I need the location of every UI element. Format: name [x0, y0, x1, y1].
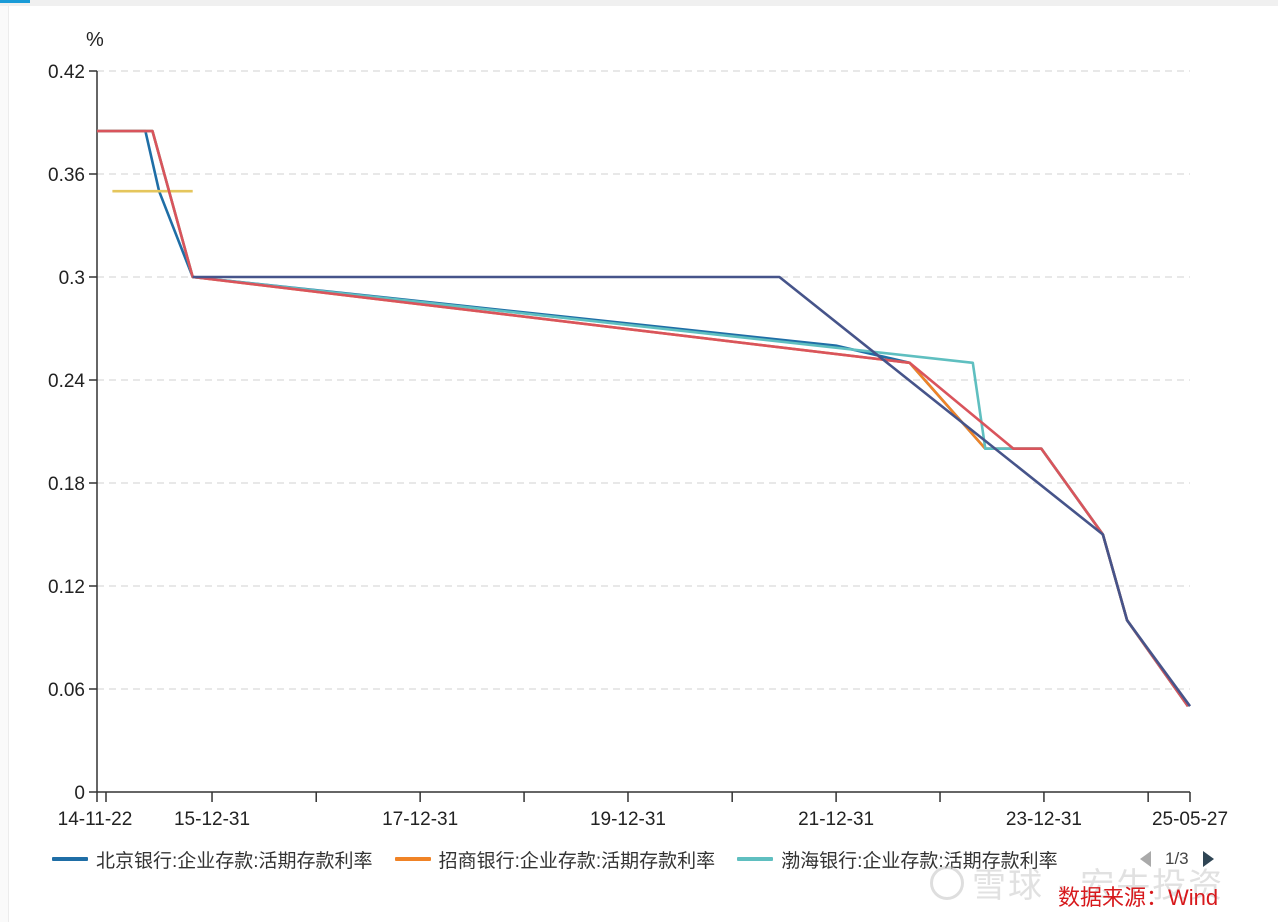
series-line-2 [97, 129, 1190, 707]
grid-lines [97, 70, 1190, 690]
y-tick-label: 0.06 [48, 680, 85, 701]
top-bar [0, 0, 1278, 6]
legend-label-2: 渤海银行:企业存款:活期存款利率 [781, 850, 1058, 872]
legend-swatch-2 [737, 857, 774, 861]
x-tick-label: 17-12-31 [382, 809, 458, 830]
data-source: 数据来源：Wind [1058, 885, 1219, 910]
axes [89, 70, 1191, 802]
x-tick-label: 25-05-27 [1152, 809, 1228, 830]
x-tick-label: 23-12-31 [1006, 809, 1082, 830]
pager-next-icon[interactable] [1202, 851, 1214, 867]
y-tick-label: 0.36 [48, 165, 85, 186]
legend-item-1[interactable]: 招商银行:企业存款:活期存款利率 [394, 846, 716, 873]
legend-swatch-1 [394, 857, 431, 861]
watermark-text: 雪球 · 宏牛投资 [972, 867, 1225, 905]
x-tick-label: 19-12-31 [590, 809, 666, 830]
x-tick-label: 21-12-31 [798, 809, 874, 830]
legend-label-1: 招商银行:企业存款:活期存款利率 [438, 850, 716, 872]
legend-swatch-0 [52, 857, 88, 861]
legend-item-0[interactable]: 北京银行:企业存款:活期存款利率 [52, 846, 373, 873]
tick-labels: 0 0.06 0.12 0.18 0.24 0.3 0.36 0.42% 14-11-22 15-… [48, 29, 1228, 830]
top-accent [0, 0, 30, 3]
series-line-0 [97, 129, 1190, 707]
legend-label-0: 北京银行:企业存款:活期存款利率 [96, 850, 373, 872]
snowball-logo-icon [930, 865, 964, 900]
x-tick-label: 14-11-22 [58, 809, 133, 830]
pager-prev-icon[interactable] [1140, 851, 1151, 867]
series-line-5 [192, 275, 1192, 707]
series-line-4 [97, 129, 1190, 707]
watermark: 雪球 · 宏牛投资 [930, 858, 1224, 907]
series-line-1 [97, 129, 1190, 707]
legend-item-2[interactable]: 渤海银行:企业存款:活期存款利率 [737, 846, 1077, 873]
legend: 北京银行:企业存款:活期存款利率 招商银行:企业存款:活期存款利率 渤海银行:企… [52, 846, 1077, 872]
y-tick-label: 0.24 [48, 371, 85, 392]
series-lines [97, 129, 1192, 707]
y-tick-label: 0.3 [59, 268, 85, 289]
y-tick-label: 0.12 [48, 577, 85, 598]
legend-pager: 1/3 [1140, 846, 1214, 872]
y-tick-label: 0.18 [48, 474, 85, 495]
y-tick-label: 0.42 [48, 62, 85, 83]
pager-page: 1/3 [1165, 849, 1189, 868]
left-edge [0, 6, 9, 922]
x-tick-label: 15-12-31 [174, 809, 250, 830]
y-unit-label: % [86, 29, 104, 51]
y-tick-label: 0 [74, 783, 85, 804]
